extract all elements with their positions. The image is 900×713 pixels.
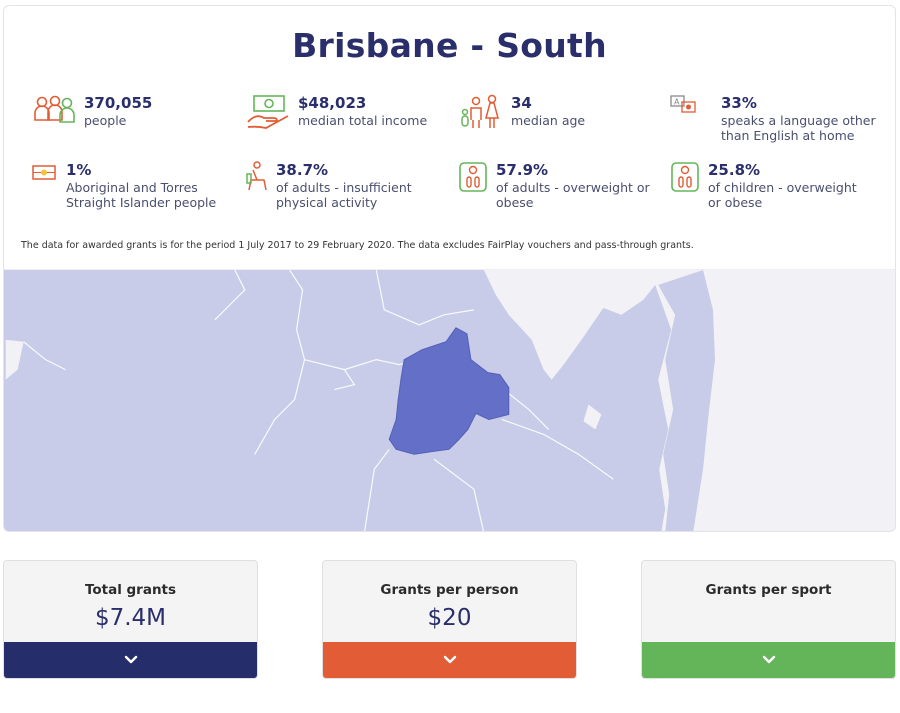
stat-population: 370,055 people — [32, 94, 152, 130]
stat-income: $48,023 median total income — [246, 94, 427, 130]
tile-grants-per-sport: Grants per sport — [641, 560, 896, 679]
stat-label-line-1: of adults - insufficient — [276, 180, 412, 195]
stat-label: median age — [511, 113, 586, 128]
stat-label-line-2: than English at home — [721, 128, 855, 143]
expand-grants-per-sport-button[interactable] — [642, 642, 895, 678]
language-icon: A — [670, 95, 696, 113]
stat-label-line-2: physical activity — [276, 195, 378, 210]
stat-label: median total income — [298, 113, 428, 128]
tile-label: Grants per person — [380, 582, 519, 598]
tile-value: $20 — [427, 605, 472, 631]
child-scale-icon — [671, 162, 699, 192]
region-map[interactable] — [4, 269, 896, 532]
stat-label: people — [84, 113, 127, 128]
stat-value: 33% — [721, 94, 757, 112]
stat-label-line-2: obese — [496, 195, 534, 210]
adult-scale-icon — [459, 162, 487, 192]
stat-inactivity: 38.7% of adults - insufficient physical … — [244, 161, 412, 210]
stat-child-overweight: 25.8% of children - overweight or obese — [670, 161, 857, 210]
expand-grants-per-person-button[interactable] — [323, 642, 576, 678]
stat-label-line-1: Aboriginal and Torres — [66, 180, 198, 195]
stat-value: $48,023 — [298, 94, 367, 112]
chevron-down-icon — [762, 655, 775, 664]
region-summary-card: Brisbane - South 370,055 people $48,023 … — [3, 5, 896, 532]
age-icon — [461, 94, 499, 128]
tile-value: $7.4M — [94, 605, 167, 631]
stat-value: 57.9% — [496, 161, 549, 179]
page-title: Brisbane - South — [292, 26, 607, 65]
tile-label: Total grants — [84, 582, 177, 598]
stat-median-age: 34 median age — [459, 94, 585, 130]
chevron-down-icon — [443, 655, 456, 664]
stat-adult-overweight: 57.9% of adults - overweight or obese — [458, 161, 650, 210]
stat-value: 370,055 — [84, 94, 153, 112]
svg-text:A: A — [674, 98, 680, 107]
stat-value: 38.7% — [276, 161, 329, 179]
chevron-down-icon — [124, 655, 137, 664]
data-period-note: The data for awarded grants is for the p… — [21, 240, 694, 251]
expand-total-grants-button[interactable] — [4, 642, 257, 678]
stat-label-line-1: of adults - overweight or — [496, 180, 650, 195]
tile-label: Grants per sport — [705, 582, 832, 598]
stat-label-line-2: Straight Islander people — [66, 195, 217, 210]
stat-value: 34 — [511, 94, 532, 112]
stat-label-line-1: of children - overweight — [708, 180, 857, 195]
stat-value: 1% — [66, 161, 92, 179]
stat-label-line-2: or obese — [708, 195, 763, 210]
stat-language: A 33% speaks a language other than Engli… — [669, 94, 876, 143]
inactivity-icon — [246, 161, 267, 191]
people-icon — [34, 95, 75, 123]
tile-grants-per-person: Grants per person $20 — [322, 560, 577, 679]
stat-value: 25.8% — [708, 161, 761, 179]
stat-indigenous: 1% Aboriginal and Torres Straight Island… — [32, 161, 216, 210]
income-icon — [247, 95, 289, 129]
flag-icon — [32, 165, 56, 180]
stat-label-line-1: speaks a language other — [721, 113, 876, 128]
tile-total-grants: Total grants $7.4M — [3, 560, 258, 679]
